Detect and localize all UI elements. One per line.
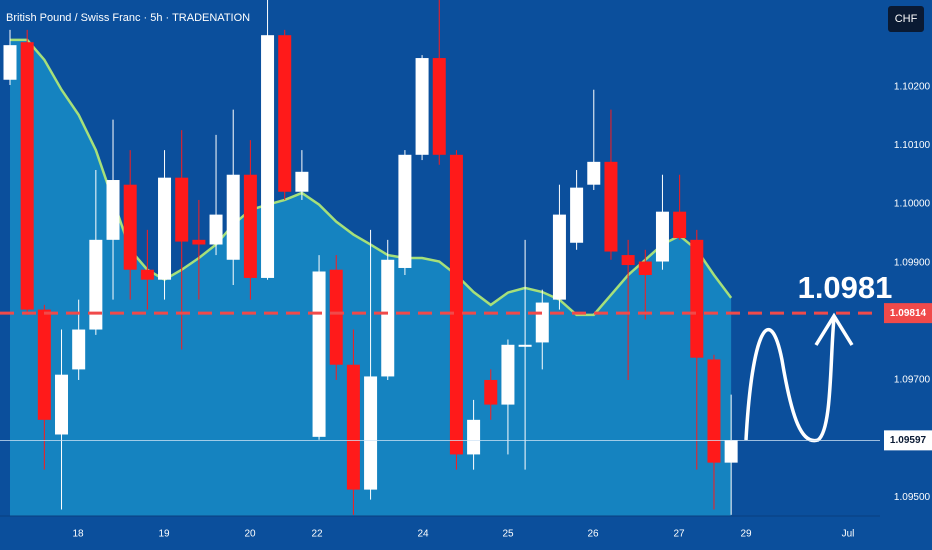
candle-body <box>243 174 257 278</box>
candle-body <box>501 344 515 405</box>
candle-body <box>89 239 103 330</box>
candle-body <box>604 161 618 252</box>
candle-body <box>415 58 429 155</box>
y-tick-label: 1.09700 <box>894 375 931 386</box>
candle-body <box>518 344 532 347</box>
currency-button-label[interactable]: CHF <box>895 13 918 25</box>
candle-body <box>535 302 549 343</box>
y-tick-label: 1.10100 <box>894 140 931 151</box>
x-tick-label: 29 <box>740 529 752 540</box>
candle-body <box>467 419 481 455</box>
candle-body <box>192 239 206 245</box>
candle-body <box>226 174 240 260</box>
x-tick-label: 25 <box>502 529 514 540</box>
plot-area <box>3 0 738 516</box>
target-label-box <box>884 303 932 324</box>
candle-body <box>37 309 51 420</box>
candle-body <box>261 35 275 278</box>
candle-body <box>158 177 172 280</box>
y-tick-label: 1.10200 <box>894 81 931 92</box>
x-tick-label: 20 <box>244 529 256 540</box>
candle-body <box>673 211 687 239</box>
candle-body <box>209 214 223 245</box>
candle-body <box>278 35 292 192</box>
candle-body <box>432 58 446 155</box>
x-tick-label: 22 <box>311 529 323 540</box>
candle-body <box>55 374 69 435</box>
y-tick-label: 1.09500 <box>894 492 931 503</box>
x-tick-label: 27 <box>673 529 685 540</box>
candle-body <box>3 45 17 80</box>
candle-body <box>621 255 635 266</box>
candle-body <box>552 214 566 300</box>
candle-body <box>175 177 189 242</box>
chart-title: British Pound / Swiss Franc · 5h · TRADE… <box>6 12 250 24</box>
y-tick-label: 1.09900 <box>894 257 931 268</box>
y-tick-label: 1.10000 <box>894 199 931 210</box>
candle-body <box>449 154 463 455</box>
candle-body <box>106 180 120 240</box>
x-tick-label: 19 <box>158 529 170 540</box>
candle-body <box>638 261 652 276</box>
target-label: 1.09814 <box>890 308 927 319</box>
candle-body <box>346 364 360 490</box>
currency-button[interactable] <box>888 6 924 32</box>
x-tick-label: 24 <box>417 529 429 540</box>
x-tick-label: 18 <box>72 529 84 540</box>
last-price-box <box>884 430 932 451</box>
candle-body <box>364 376 378 490</box>
candle-body <box>398 154 412 268</box>
x-tick-label: 26 <box>587 529 599 540</box>
candle-body <box>655 211 669 262</box>
candle-body <box>724 440 738 463</box>
candle-body <box>707 359 721 463</box>
candle-body <box>329 269 343 365</box>
candle-body <box>312 271 326 437</box>
candle-body <box>72 329 86 370</box>
candle-body <box>570 187 584 243</box>
annotation: 1.0981 <box>798 270 893 305</box>
candle-body <box>123 184 137 270</box>
candle-body <box>690 239 704 358</box>
last-price-label: 1.09597 <box>890 435 927 446</box>
arrow-head <box>814 312 854 346</box>
forecast-arrow <box>744 317 836 443</box>
candle-body <box>587 161 601 185</box>
x-tick-label: Jul <box>842 529 855 540</box>
candle-body <box>381 259 395 377</box>
candle-body <box>484 379 498 405</box>
candle-body <box>20 42 34 310</box>
candle-body <box>295 171 309 192</box>
candle-body <box>140 269 154 280</box>
